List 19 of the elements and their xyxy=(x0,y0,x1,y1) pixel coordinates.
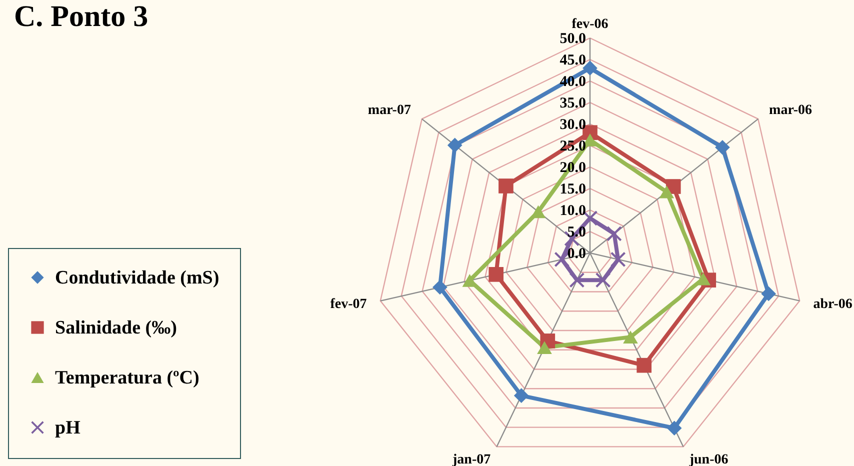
spoke-label: jan-07 xyxy=(452,452,491,466)
y-tick-label: 10.0 xyxy=(560,203,586,219)
spoke-label: mar-07 xyxy=(368,103,411,118)
legend-label: Salinidade (‰) xyxy=(55,318,177,338)
y-tick-label: 30.0 xyxy=(560,117,586,133)
legend-label: Temperatura (ºC) xyxy=(55,368,200,388)
chart-title: C. Ponto 3 xyxy=(14,0,148,33)
spoke-label: fev-07 xyxy=(330,296,367,312)
legend-label: pH xyxy=(55,418,81,438)
spoke-label: abr-06 xyxy=(813,296,852,312)
spoke-label: fev-06 xyxy=(572,17,608,32)
y-tick-label: 0.0 xyxy=(567,246,586,262)
legend-label: Condutividade (mS) xyxy=(55,268,220,288)
y-tick-label: 50.0 xyxy=(560,31,586,47)
y-tick-label: 35.0 xyxy=(560,96,586,112)
spoke-label: jun-06 xyxy=(688,452,728,466)
y-tick-label: 15.0 xyxy=(560,182,586,198)
y-tick-label: 45.0 xyxy=(560,52,586,68)
spoke-label: mar-06 xyxy=(769,103,812,118)
